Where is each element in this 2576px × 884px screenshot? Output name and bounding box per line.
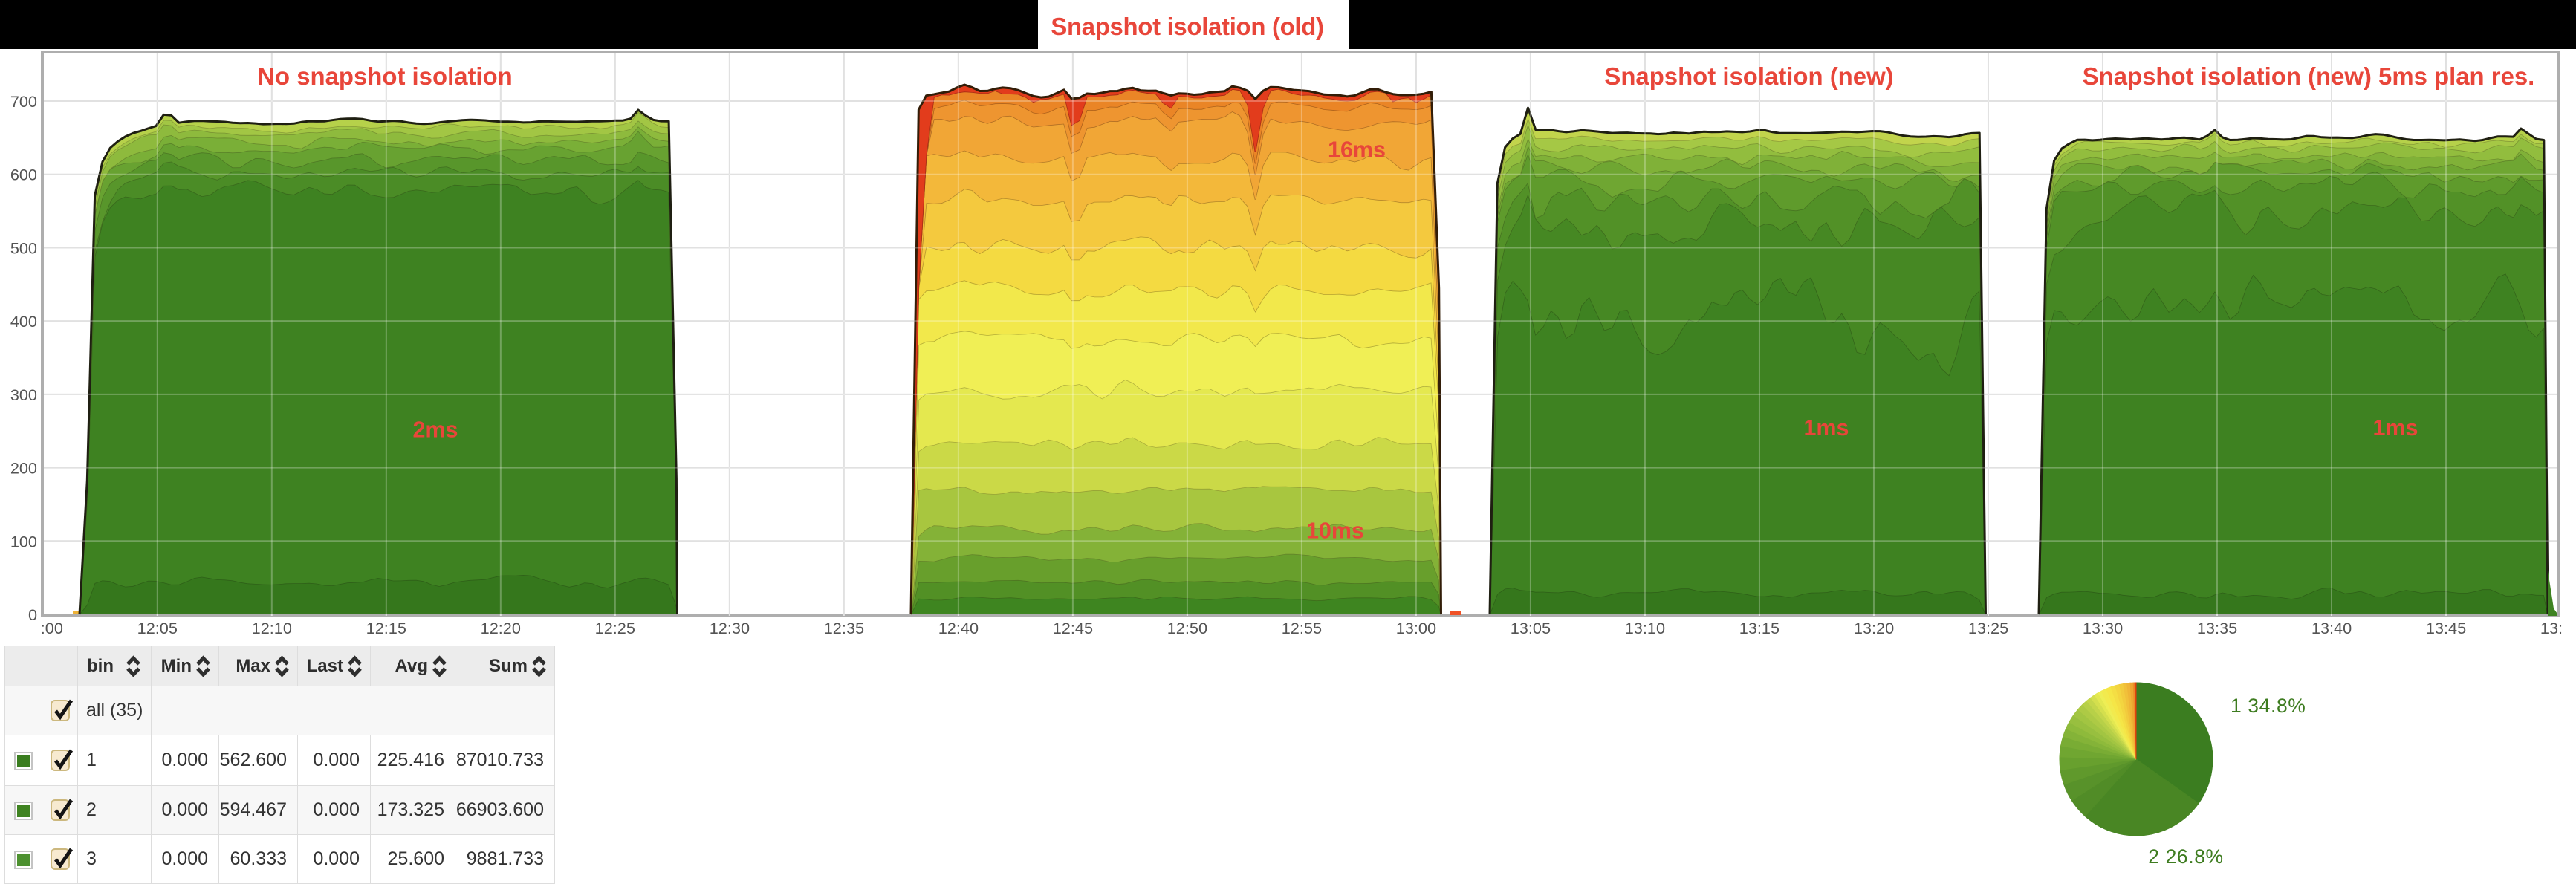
svg-text:13:45: 13:45 — [2426, 619, 2466, 637]
svg-text:12:50: 12:50 — [1167, 619, 1207, 637]
svg-text:12:00: 12:00 — [23, 619, 63, 637]
svg-text:13:30: 13:30 — [2083, 619, 2123, 637]
svg-text:2 26.8%: 2 26.8% — [2148, 845, 2223, 868]
svg-text:13:25: 13:25 — [1968, 619, 2008, 637]
svg-text:13:40: 13:40 — [2311, 619, 2352, 637]
svg-text:1ms: 1ms — [2372, 415, 2418, 441]
svg-text:12:25: 12:25 — [595, 619, 635, 637]
svg-text:12:15: 12:15 — [366, 619, 406, 637]
svg-text:No snapshot isolation: No snapshot isolation — [257, 62, 513, 90]
svg-text:200: 200 — [10, 459, 37, 478]
svg-text:13:35: 13:35 — [2197, 619, 2237, 637]
svg-text:1ms: 1ms — [1803, 415, 1849, 441]
svg-text:13:05: 13:05 — [1511, 619, 1551, 637]
svg-text:13:00: 13:00 — [1396, 619, 1436, 637]
svg-text:700: 700 — [10, 92, 37, 111]
svg-text:12:40: 12:40 — [938, 619, 979, 637]
svg-text:12:30: 12:30 — [710, 619, 750, 637]
svg-text:600: 600 — [10, 166, 37, 184]
svg-text:16ms: 16ms — [1328, 137, 1386, 163]
svg-text:100: 100 — [10, 532, 37, 550]
svg-text:12:10: 12:10 — [252, 619, 292, 637]
svg-text:10ms: 10ms — [1306, 518, 1364, 543]
svg-text:12:55: 12:55 — [1282, 619, 1322, 637]
svg-text:300: 300 — [10, 386, 37, 404]
svg-text:Snapshot isolation (new) 5ms p: Snapshot isolation (new) 5ms plan res. — [2083, 62, 2535, 90]
svg-text:12:35: 12:35 — [824, 619, 864, 637]
svg-text:0: 0 — [28, 605, 37, 624]
svg-text:400: 400 — [10, 312, 37, 331]
svg-text:2ms: 2ms — [412, 417, 458, 443]
svg-text:12:05: 12:05 — [137, 619, 178, 637]
svg-text:13:20: 13:20 — [1854, 619, 1894, 637]
svg-text:13:: 13: — [2540, 619, 2563, 637]
svg-text:13:15: 13:15 — [1739, 619, 1779, 637]
svg-text:1 34.8%: 1 34.8% — [2231, 695, 2306, 717]
svg-text:12:45: 12:45 — [1053, 619, 1093, 637]
svg-text:Snapshot isolation (new): Snapshot isolation (new) — [1604, 62, 1893, 90]
svg-text:500: 500 — [10, 238, 37, 257]
svg-text:12:20: 12:20 — [481, 619, 521, 637]
svg-text:13:10: 13:10 — [1625, 619, 1665, 637]
